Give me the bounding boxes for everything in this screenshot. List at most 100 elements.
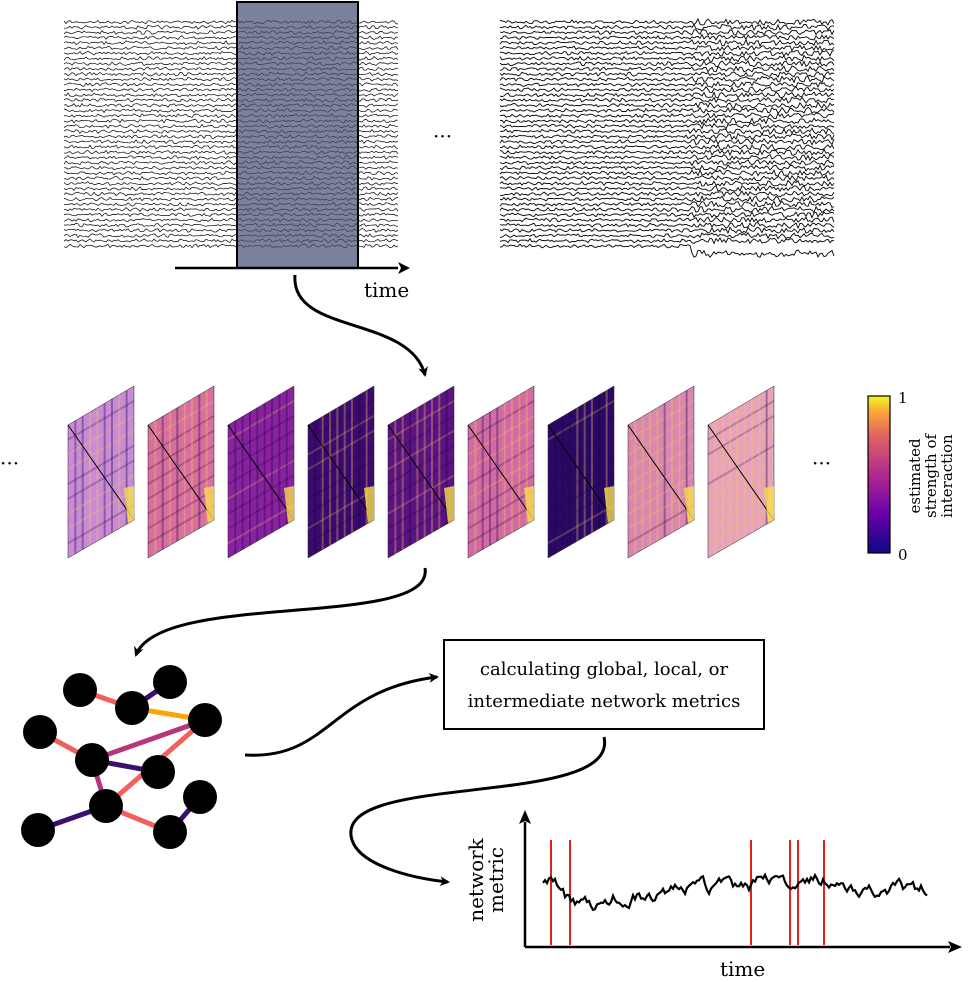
network-node: [153, 665, 187, 699]
colorbar-label-line3: interaction: [938, 434, 956, 518]
matrix-diagonal: [387, 424, 455, 521]
eeg-trace: [499, 33, 835, 41]
eeg-trace: [499, 205, 835, 214]
eeg-trace: [499, 91, 835, 99]
eeg-trace: [499, 190, 835, 198]
eeg-trace: [499, 153, 835, 162]
matrix-stripe: [627, 429, 695, 471]
colorbar-min-label: 0: [898, 546, 908, 564]
matrix-stripe: [67, 489, 135, 530]
matrix-stripe: [707, 474, 775, 515]
matrix-corner-highlight: [604, 486, 614, 523]
matrix-diagonal: [627, 424, 695, 521]
connectivity-matrix: [67, 385, 135, 559]
eeg-trace: [499, 195, 835, 203]
matrix-diagonal: [467, 424, 535, 521]
matrix-stripe: [227, 400, 295, 441]
network-graph: [21, 665, 222, 849]
eeg-trace: [499, 112, 835, 120]
matrix-stripe: [147, 444, 215, 485]
eeg-trace: [499, 127, 835, 136]
matrix-stripe: [707, 429, 775, 471]
matrix-stripe: [67, 504, 135, 545]
ellipsis-top: ···: [433, 124, 452, 148]
matrix-stripe: [707, 400, 775, 441]
eeg-trace: [499, 96, 835, 104]
matrix-stripe: [627, 474, 695, 515]
eeg-trace: [499, 122, 835, 130]
eeg-trace: [499, 101, 835, 110]
event-lines: [550, 840, 825, 945]
matrix-corner-highlight: [524, 486, 534, 523]
connectivity-matrix: [227, 385, 295, 559]
matrix-stripe: [307, 414, 375, 456]
matrix-stripe: [547, 400, 615, 441]
matrix-stripe: [387, 489, 455, 530]
network-node: [188, 703, 222, 737]
metric-series-line: [542, 872, 928, 912]
eeg-trace: [499, 221, 835, 230]
plot-x-label: time: [720, 957, 765, 978]
connectivity-matrix: [627, 385, 695, 559]
matrix-stripe: [547, 489, 615, 530]
matrix-diagonal: [707, 424, 775, 521]
matrix-stripe: [67, 459, 135, 500]
eeg-trace: [499, 159, 835, 167]
matrix-diagonal: [67, 424, 135, 521]
network-node: [141, 755, 175, 789]
matrix-stripe: [307, 444, 375, 485]
matrix-stripe: [227, 444, 295, 485]
eeg-trace: [499, 243, 835, 258]
eeg-traces-right: [499, 17, 835, 258]
plot-y-label: network metric: [464, 837, 508, 921]
matrix-stripe: [147, 400, 215, 441]
network-node: [89, 789, 123, 823]
colorbar-max-label: 1: [898, 389, 908, 407]
eeg-trace: [499, 71, 835, 79]
matrix-stripe: [307, 474, 375, 515]
plot-y-label-line2: metric: [484, 847, 508, 913]
matrix-stripe: [387, 414, 455, 456]
matrix-corner-highlight: [204, 486, 214, 523]
network-node: [21, 813, 55, 847]
matrix-stripe: [387, 474, 455, 515]
matrix-stripe: [307, 489, 375, 530]
matrix-stripe: [147, 504, 215, 545]
network-node: [63, 673, 97, 707]
matrix-stripe: [147, 489, 215, 530]
matrix-corner-highlight: [684, 486, 694, 523]
connectivity-matrix: [467, 385, 535, 559]
eeg-trace: [499, 169, 835, 177]
matrix-stripe: [467, 474, 535, 515]
connectivity-matrix: [147, 385, 215, 559]
ellipsis-right: ···: [812, 451, 831, 475]
matrix-stripe: [467, 429, 535, 471]
matrix-stripe: [227, 414, 295, 456]
matrix-stripe: [147, 429, 215, 471]
ellipsis-left: ···: [0, 451, 19, 475]
matrix-stripe: [707, 414, 775, 456]
eeg-trace: [499, 143, 835, 151]
sliding-window: [236, 1, 359, 269]
matrix-stripe: [627, 400, 695, 441]
eeg-trace: [499, 132, 835, 141]
matrix-stripe: [467, 504, 535, 545]
eeg-trace: [499, 29, 835, 36]
matrix-stripe: [547, 474, 615, 515]
eeg-trace: [499, 106, 835, 115]
matrix-stripe: [67, 474, 135, 515]
matrix-stripe: [67, 400, 135, 441]
matrix-stripe: [147, 414, 215, 456]
matrix-stripe: [627, 504, 695, 545]
eeg-trace: [499, 148, 835, 157]
matrix-stripe: [467, 459, 535, 500]
metrics-box-line1: calculating global, local, or: [480, 659, 729, 680]
eeg-trace: [499, 54, 835, 63]
matrix-stripe: [627, 459, 695, 500]
plot-x-arrowhead: [948, 941, 962, 953]
eeg-trace: [499, 65, 835, 73]
matrix-diagonal: [307, 424, 375, 521]
matrix-diagonal: [227, 424, 295, 521]
matrix-stripe: [707, 489, 775, 530]
